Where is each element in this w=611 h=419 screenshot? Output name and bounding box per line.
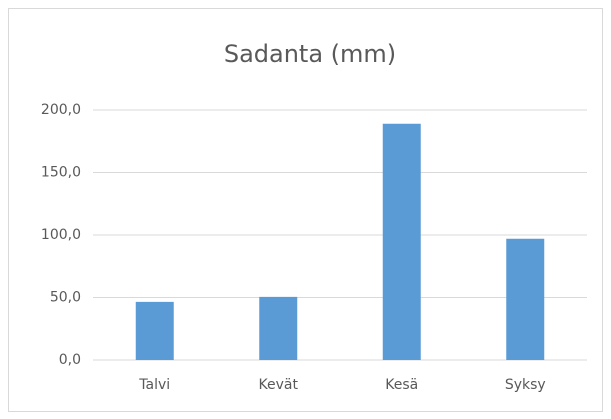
y-tick-label: 100,0	[41, 227, 81, 243]
y-tick-label: 150,0	[41, 165, 81, 181]
x-tick-label: Kesä	[385, 377, 418, 393]
chart-frame	[8, 8, 603, 412]
x-tick-label: Kevät	[259, 377, 299, 393]
y-tick-label: 200,0	[41, 102, 81, 118]
y-tick-label: 0,0	[59, 352, 81, 368]
x-tick-label: Syksy	[505, 377, 546, 393]
bar	[259, 296, 298, 360]
bar	[135, 301, 174, 360]
bar	[382, 123, 421, 360]
bar	[506, 238, 545, 360]
y-tick-label: 50,0	[50, 290, 81, 306]
x-tick-label: Talvi	[138, 377, 170, 393]
chart-title: Sadanta (mm)	[224, 40, 396, 68]
